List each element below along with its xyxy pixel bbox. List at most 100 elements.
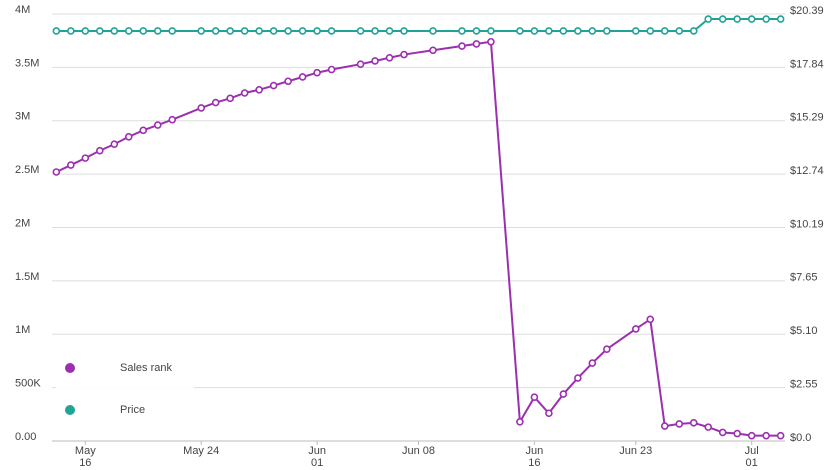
data-point — [168, 115, 177, 124]
data-point — [588, 27, 597, 35]
data-point — [689, 419, 698, 427]
data-point — [110, 27, 119, 35]
data-point — [516, 27, 524, 35]
y-tick-label: 3M — [15, 111, 30, 123]
data-point — [603, 27, 611, 35]
legend: Sales rank Price — [56, 350, 194, 432]
data-point — [139, 27, 148, 35]
x-tick-label: Jun 16 — [525, 445, 544, 469]
x-tick-label: Jun 23 — [619, 445, 653, 457]
data-point — [400, 50, 408, 59]
data-point — [545, 27, 553, 35]
data-point — [718, 428, 727, 437]
y2-tick-label: $20.39 — [790, 5, 824, 17]
data-point — [96, 27, 104, 35]
data-point — [631, 27, 640, 35]
data-point — [284, 77, 292, 86]
data-point — [530, 27, 539, 35]
y2-tick-label: $17.84 — [790, 58, 824, 70]
data-point — [153, 27, 162, 35]
data-point — [298, 73, 307, 81]
data-point — [255, 27, 263, 35]
y2-tick-label: $15.29 — [790, 112, 824, 124]
y-tick-label: 0.00 — [15, 431, 36, 443]
data-point — [574, 27, 582, 35]
data-point — [516, 417, 524, 426]
x-tick-label: May 16 — [74, 445, 96, 469]
x-tick-label: Jun 08 — [401, 445, 436, 457]
data-point — [472, 40, 481, 48]
data-point — [124, 132, 133, 141]
legend-label: Price — [120, 404, 145, 416]
legend-marker — [65, 405, 75, 415]
y-tick-label: 1M — [15, 324, 30, 336]
y-tick-label: 2.5M — [15, 164, 39, 176]
data-point — [81, 27, 90, 35]
data-point — [284, 27, 292, 35]
data-point — [52, 27, 61, 35]
data-point — [733, 429, 741, 438]
data-point — [298, 27, 307, 35]
data-point — [211, 98, 220, 107]
data-point — [269, 27, 278, 35]
data-point — [718, 15, 727, 23]
y-tick-label: 500K — [15, 378, 41, 390]
data-point — [660, 27, 669, 35]
data-point — [704, 423, 713, 431]
legend-box — [56, 350, 194, 432]
data-point — [689, 27, 698, 35]
data-point — [458, 27, 466, 35]
y2-tick-label: $0.0 — [790, 432, 811, 444]
data-point — [762, 15, 770, 23]
data-point — [400, 27, 408, 35]
data-point — [327, 65, 336, 74]
data-point — [110, 140, 119, 149]
data-point — [574, 374, 582, 382]
data-point — [356, 60, 365, 68]
data-point — [327, 27, 336, 35]
data-point — [52, 168, 61, 176]
y-tick-label: 3.5M — [15, 57, 39, 69]
data-point — [429, 27, 437, 35]
data-point — [385, 27, 394, 35]
data-point — [211, 27, 220, 35]
data-point — [371, 57, 379, 65]
data-point — [269, 81, 278, 90]
y-tick-label: 1.5M — [15, 271, 39, 283]
data-point — [197, 27, 206, 35]
data-point — [153, 121, 162, 129]
data-point — [776, 15, 785, 23]
data-point — [545, 409, 553, 418]
data-point — [487, 37, 495, 46]
data-point — [240, 27, 249, 35]
x-tick-label: Jul 01 — [744, 445, 759, 469]
data-point — [675, 27, 684, 35]
data-point — [124, 27, 133, 35]
y-tick-label: 4M — [15, 4, 30, 16]
data-point — [81, 154, 90, 162]
data-point — [472, 27, 481, 35]
data-point — [559, 390, 568, 398]
data-point — [429, 46, 437, 55]
data-point — [776, 431, 785, 440]
data-point — [646, 315, 655, 324]
data-point — [67, 161, 75, 169]
y-tick-label: 2M — [15, 217, 30, 229]
data-point — [660, 422, 669, 430]
data-point — [733, 15, 741, 23]
data-point — [313, 27, 321, 35]
data-point — [226, 94, 234, 103]
data-point — [487, 27, 495, 35]
data-point — [197, 104, 206, 112]
data-point — [530, 393, 539, 402]
data-point — [96, 146, 104, 155]
series-line — [56, 18, 781, 32]
data-point — [67, 27, 75, 35]
y2-tick-label: $5.10 — [790, 325, 818, 337]
y2-tick-label: $10.19 — [790, 219, 824, 231]
data-point — [356, 27, 365, 35]
data-point — [646, 27, 655, 35]
data-point — [255, 85, 263, 94]
data-point — [226, 27, 234, 35]
